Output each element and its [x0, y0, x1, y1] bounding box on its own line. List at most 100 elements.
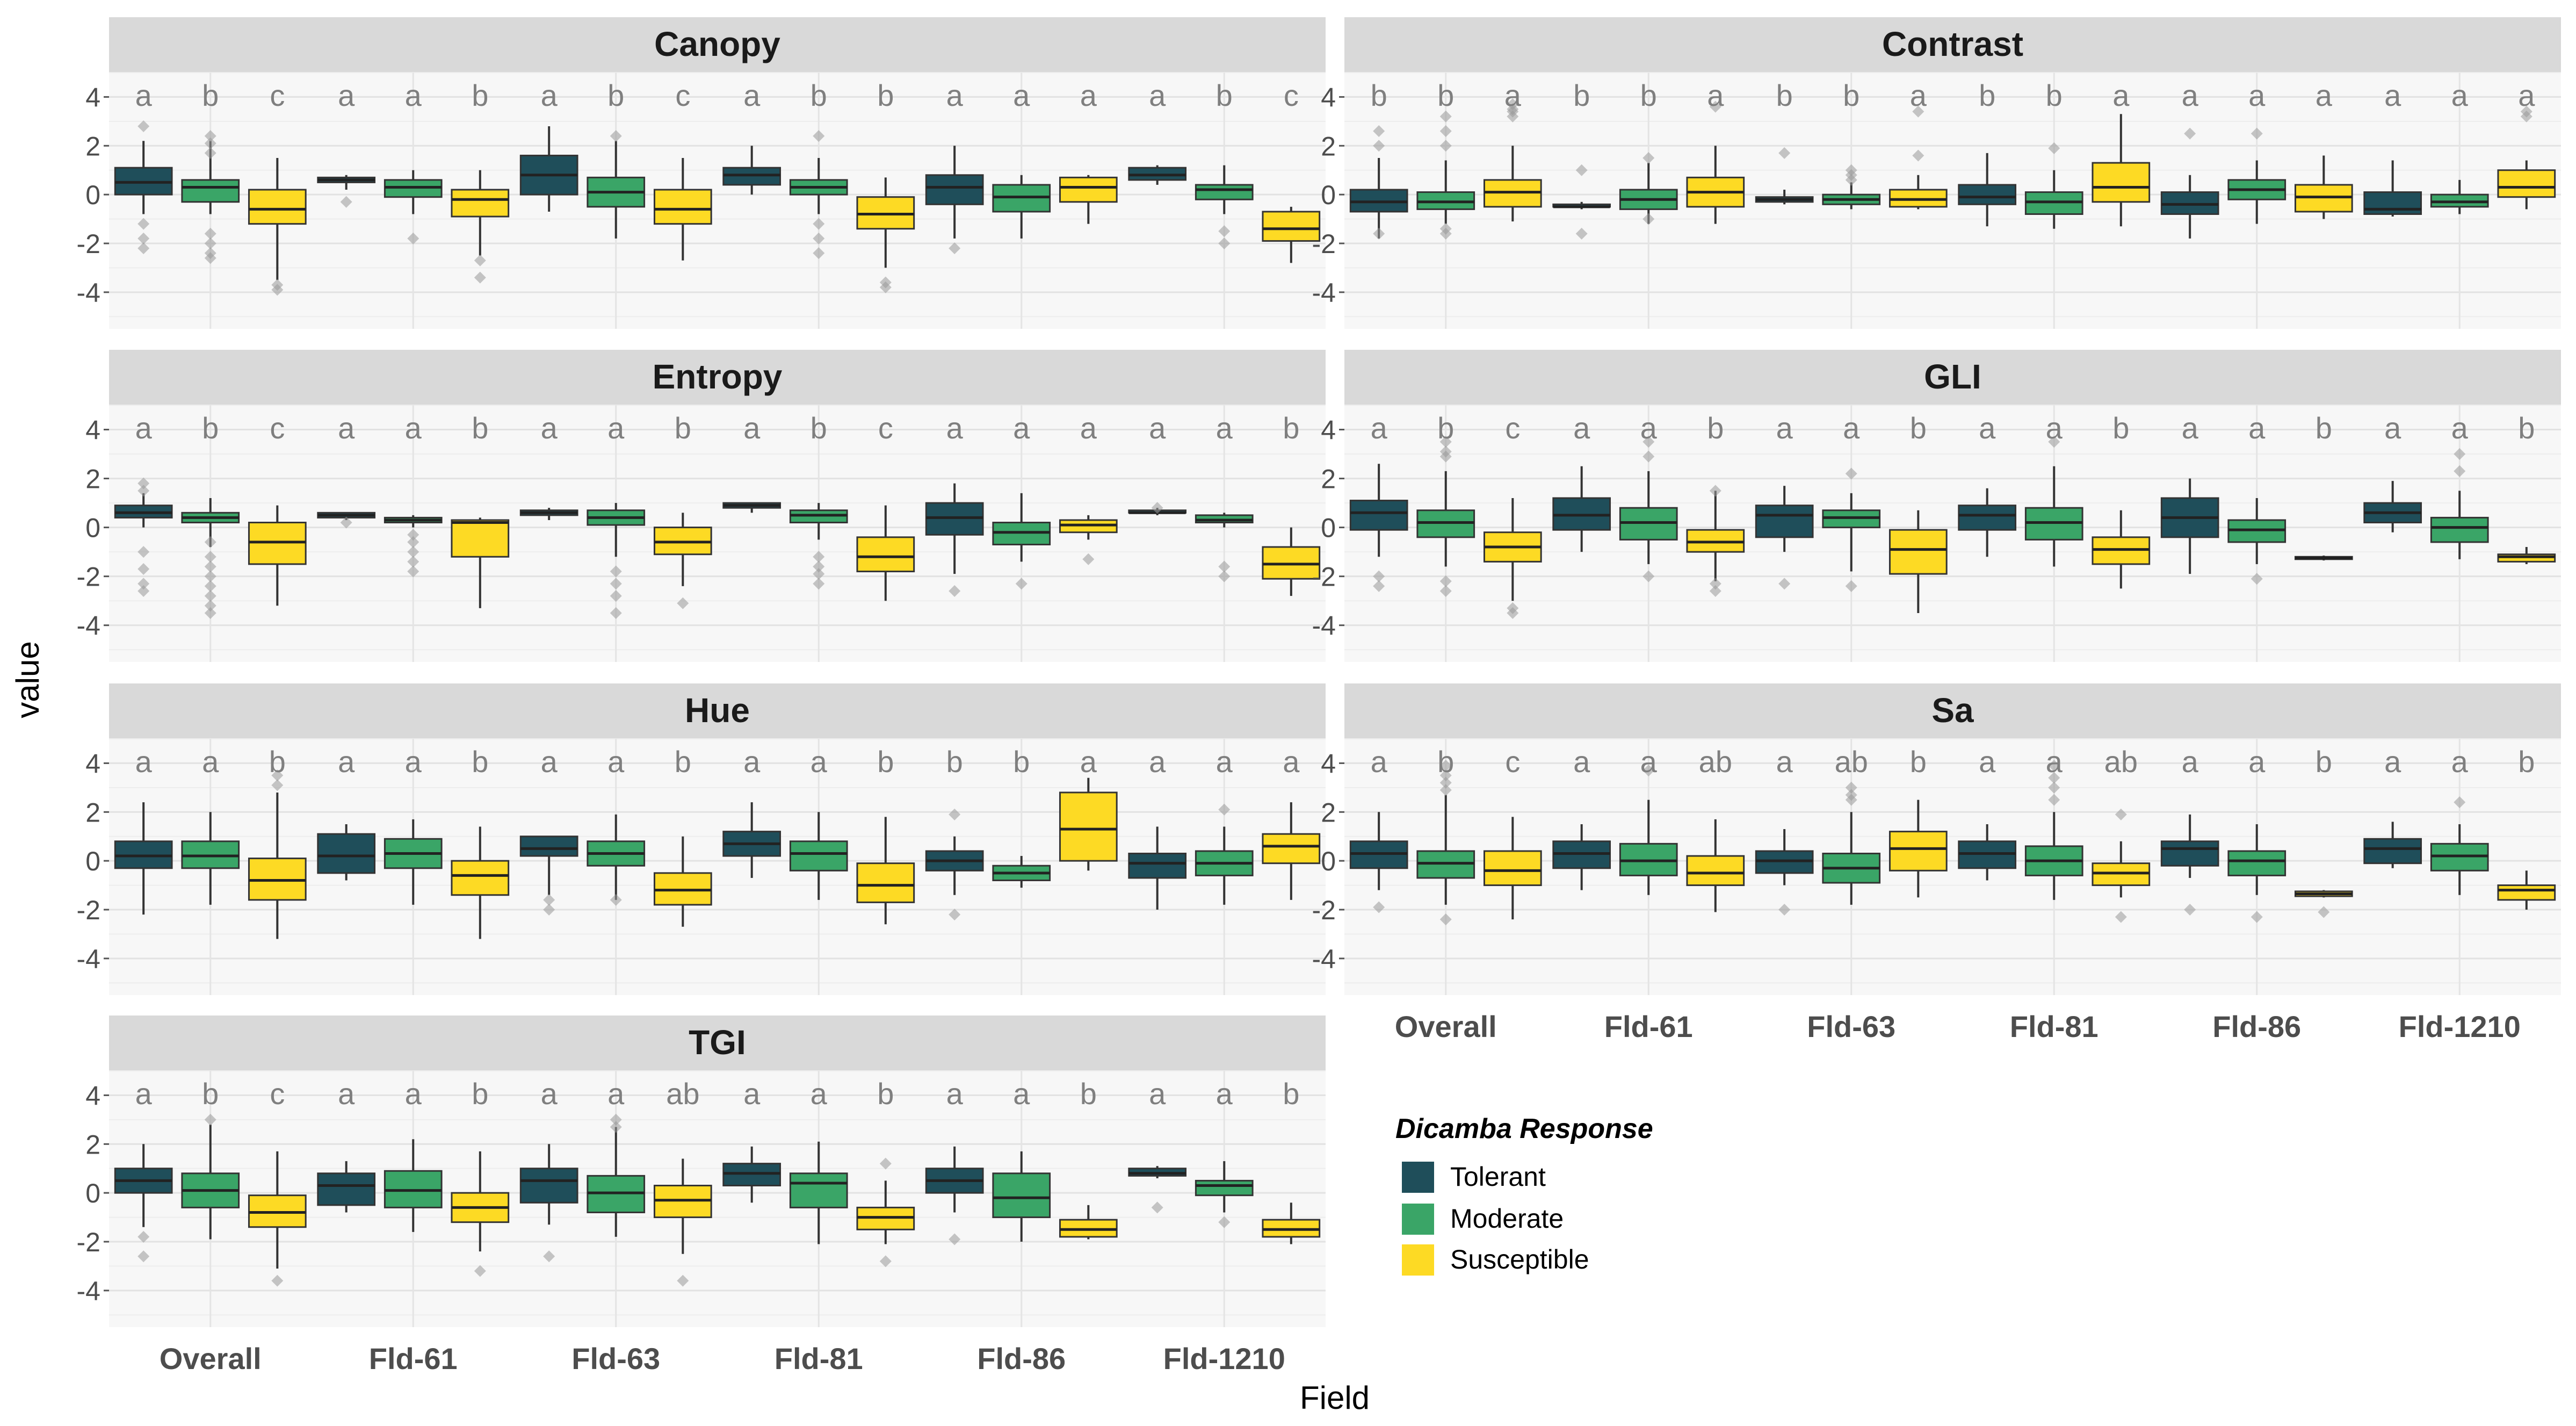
y-tick-label: 4 — [85, 1081, 100, 1111]
box-entropy-fld-1210-susceptible — [1262, 527, 1321, 596]
box-gli-fld-63-moderate — [1822, 467, 1881, 592]
box-entropy-overall-susceptible — [248, 505, 307, 606]
y-tick-label: 4 — [1321, 415, 1336, 445]
box-body — [1686, 855, 1745, 887]
plot-area-contrast — [1344, 73, 2561, 329]
outlier-point — [1507, 105, 1519, 118]
outlier-point — [407, 232, 419, 244]
significance-letter: b — [2315, 411, 2332, 445]
outlier-point — [1845, 467, 1857, 480]
significance-letter: b — [877, 745, 894, 779]
box-canopy-fld-63-moderate — [587, 130, 646, 239]
significance-letter: b — [1437, 78, 1454, 112]
outlier-point — [813, 560, 825, 573]
significance-letter: b — [2046, 78, 2063, 112]
box-body — [1483, 850, 1542, 887]
y-tick-label: 0 — [85, 180, 100, 210]
x-tick-label: Fld-86 — [2212, 1010, 2301, 1043]
outlier-point — [1642, 570, 1655, 582]
outlier-point — [1642, 436, 1655, 448]
y-tick-label: -4 — [1312, 278, 1336, 308]
outlier-point — [138, 546, 150, 558]
box-hue-fld-81-moderate — [789, 812, 848, 900]
box-sa-fld-81-tolerant — [1958, 824, 2017, 881]
significance-letter: b — [675, 411, 691, 445]
outlier-point — [204, 551, 216, 563]
outlier-point — [138, 242, 150, 255]
outlier-point — [1373, 901, 1385, 913]
box-body — [2160, 840, 2219, 867]
box-tgi-fld-63-moderate — [587, 1113, 646, 1237]
significance-letter: b — [1371, 78, 1387, 112]
plot-area-tgi — [109, 1071, 1326, 1327]
significance-letter: b — [675, 745, 691, 779]
box-contrast-fld-86-moderate — [2227, 127, 2286, 224]
significance-letter: a — [1080, 745, 1097, 779]
significance-letter: b — [811, 78, 827, 112]
box-tgi-overall-moderate — [181, 1113, 240, 1240]
significance-letter: a — [135, 745, 153, 779]
outlier-point — [813, 247, 825, 260]
x-tick-label: Fld-1210 — [1163, 1342, 1285, 1375]
significance-letter: a — [1573, 411, 1590, 445]
box-gli-fld-81-moderate — [2024, 436, 2083, 567]
significance-letter: b — [2518, 745, 2535, 779]
box-entropy-fld-81-susceptible — [856, 505, 915, 601]
box-body — [1262, 833, 1321, 865]
panel-entropy: Entropy -4 -2 0 2 4 a b c a a b a a b a b c a a a a a b — [77, 350, 1326, 662]
box-body — [2363, 191, 2422, 215]
box-canopy-fld-86-susceptible — [1059, 175, 1118, 224]
outlier-point — [1439, 575, 1452, 587]
significance-letter: b — [2112, 411, 2129, 445]
box-gli-fld-86-moderate — [2227, 498, 2286, 585]
box-sa-fld-81-susceptible — [2092, 808, 2151, 923]
outlier-point — [407, 536, 419, 548]
box-sa-overall-tolerant — [1349, 812, 1408, 913]
outlier-point — [1439, 913, 1452, 926]
outlier-point — [204, 536, 216, 548]
outlier-point — [138, 485, 150, 497]
legend-label-tolerant: Tolerant — [1450, 1162, 1546, 1192]
box-tgi-fld-86-tolerant — [925, 1146, 984, 1245]
panel-title-gli: GLI — [1924, 357, 1981, 396]
outlier-point — [1218, 237, 1231, 249]
panel-hue: Hue -4 -2 0 2 4 a a b a a b a a b a a b b b a a a a — [77, 683, 1326, 995]
significance-letter: a — [1776, 411, 1793, 445]
box-contrast-overall-susceptible — [1483, 98, 1542, 222]
box-gli-fld-1210-moderate — [2430, 448, 2489, 559]
plot-area-sa — [1344, 739, 2561, 995]
significance-letter: a — [202, 745, 219, 779]
box-body — [1059, 791, 1118, 862]
outlier-point — [1845, 580, 1857, 592]
significance-letter: c — [270, 1077, 285, 1111]
outlier-point — [2115, 808, 2127, 820]
box-contrast-fld-61-susceptible — [1686, 100, 1745, 224]
outlier-point — [2048, 759, 2060, 772]
significance-letter: a — [1013, 78, 1030, 112]
significance-letter: a — [1216, 745, 1233, 779]
outlier-point — [138, 218, 150, 230]
outlier-point — [2048, 794, 2060, 806]
outlier-point — [340, 516, 352, 529]
significance-letter: a — [1216, 1077, 1233, 1111]
outlier-point — [407, 546, 419, 558]
significance-letter: a — [607, 411, 625, 445]
significance-letter: a — [946, 78, 964, 112]
outlier-point — [204, 137, 216, 149]
outlier-point — [204, 570, 216, 582]
significance-letter: a — [2182, 78, 2199, 112]
box-sa-fld-63-moderate — [1822, 781, 1881, 905]
box-hue-fld-1210-tolerant — [1128, 826, 1187, 910]
box-gli-fld-86-tolerant — [2160, 478, 2219, 574]
outlier-point — [1575, 227, 1588, 240]
x-tick-label: Fld-81 — [2010, 1010, 2099, 1043]
outlier-point — [1218, 225, 1231, 237]
box-body — [1128, 853, 1187, 879]
y-tick-label: 0 — [1321, 846, 1336, 876]
significance-letter: b — [472, 411, 488, 445]
outlier-point — [610, 565, 622, 578]
significance-letter: b — [472, 78, 488, 112]
significance-letter: a — [2182, 411, 2199, 445]
